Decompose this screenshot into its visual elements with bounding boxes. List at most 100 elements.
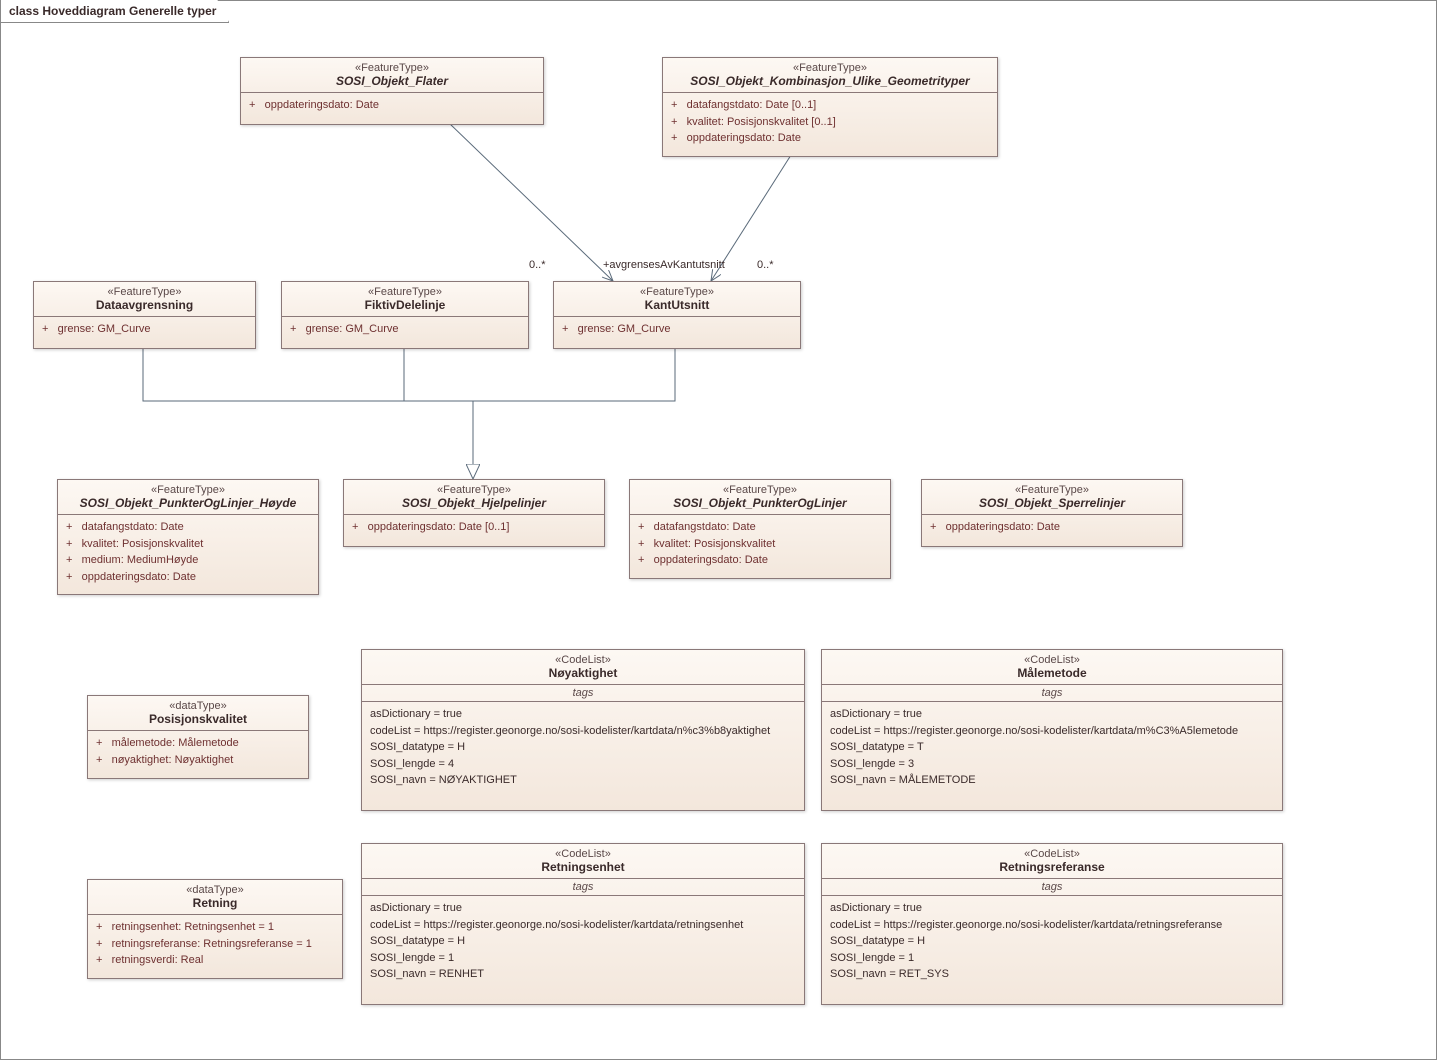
tags-label: tags [822,685,1282,702]
attribute-row: grense: GM_Curve [562,321,792,338]
tags-list: asDictionary = truecodeList = https://re… [822,896,1282,987]
tag-row: SOSI_datatype = H [370,739,796,756]
tag-row: SOSI_datatype = H [830,933,1274,950]
attribute-row: kvalitet: Posisjonskvalitet [0..1] [671,114,989,131]
tag-row: codeList = https://register.geonorge.no/… [370,723,796,740]
class-header: «FeatureType»KantUtsnitt [554,282,800,317]
class-header: «CodeList»Nøyaktighet [362,650,804,685]
class-fiktiv[interactable]: «FeatureType»FiktivDelelinje grense: GM_C… [281,281,529,349]
tag-row: codeList = https://register.geonorge.no/… [370,917,796,934]
attribute-row: medium: MediumHøyde [66,552,310,569]
class-name: SOSI_Objekt_Sperrelinjer [928,496,1176,510]
stereotype: «FeatureType» [64,484,312,496]
stereotype: «FeatureType» [350,484,598,496]
attributes: oppdateringsdato: Date [922,515,1182,540]
tag-row: SOSI_navn = RET_SYS [830,966,1274,983]
diagram-frame: class Hoveddiagram Generelle typer +avgr… [0,0,1437,1060]
class-name: SOSI_Objekt_PunkterOgLinjer [636,496,884,510]
attributes: datafangstdato: Date [0..1]kvalitet: Pos… [663,93,997,151]
tag-row: SOSI_lengde = 1 [830,950,1274,967]
tag-row: SOSI_navn = NØYAKTIGHET [370,772,796,789]
class-name: Posisjonskvalitet [94,712,302,726]
stereotype: «FeatureType» [288,286,522,298]
class-header: «FeatureType»SOSI_Objekt_Sperrelinjer [922,480,1182,515]
attribute-row: datafangstdato: Date [66,519,310,536]
attributes: grense: GM_Curve [282,317,528,342]
tags-label: tags [822,879,1282,896]
attribute-row: retningsverdi: Real [96,952,334,969]
class-header: «dataType»Posisjonskvalitet [88,696,308,731]
class-kant[interactable]: «FeatureType»KantUtsnitt grense: GM_Curve [553,281,801,349]
attribute-row: målemetode: Målemetode [96,735,300,752]
class-name: Retning [94,896,336,910]
class-header: «FeatureType»SOSI_Objekt_Hjelpelinjer [344,480,604,515]
stereotype: «FeatureType» [560,286,794,298]
tags-label: tags [362,685,804,702]
tag-row: asDictionary = true [370,900,796,917]
stereotype: «CodeList» [368,654,798,666]
class-header: «FeatureType»SOSI_Objekt_PunkterOgLinjer [630,480,890,515]
tags-list: asDictionary = truecodeList = https://re… [822,702,1282,793]
class-name: SOSI_Objekt_Hjelpelinjer [350,496,598,510]
attribute-row: retningsenhet: Retningsenhet = 1 [96,919,334,936]
stereotype: «CodeList» [828,848,1276,860]
class-header: «FeatureType»Dataavgrensning [34,282,255,317]
class-hjelpe[interactable]: «FeatureType»SOSI_Objekt_Hjelpelinjeropp… [343,479,605,547]
class-name: Retningsenhet [368,860,798,874]
stereotype: «FeatureType» [247,62,537,74]
tag-row: SOSI_lengde = 3 [830,756,1274,773]
class-header: «FeatureType»FiktivDelelinje [282,282,528,317]
assoc-name: +avgrensesAvKantutsnitt [603,259,725,271]
attribute-row: oppdateringsdato: Date [671,130,989,147]
class-retnref[interactable]: «CodeList»RetningsreferansetagsasDiction… [821,843,1283,1005]
attribute-row: oppdateringsdato: Date [930,519,1174,536]
attribute-row: kvalitet: Posisjonskvalitet [66,536,310,553]
stereotype: «dataType» [94,700,302,712]
class-noyaktighet[interactable]: «CodeList»NøyaktighettagsasDictionary = … [361,649,805,811]
tag-row: asDictionary = true [370,706,796,723]
class-sperre[interactable]: «FeatureType»SOSI_Objekt_Sperrelinjeropp… [921,479,1183,547]
tag-row: asDictionary = true [830,706,1274,723]
class-header: «FeatureType»SOSI_Objekt_Kombinasjon_Uli… [663,58,997,93]
class-flater[interactable]: «FeatureType»SOSI_Objekt_Flater oppdateri… [240,57,544,125]
class-poskval[interactable]: «dataType»Posisjonskvalitetmålemetode: M… [87,695,309,779]
class-header: «CodeList»Retningsreferanse [822,844,1282,879]
class-header: «CodeList»Retningsenhet [362,844,804,879]
attributes: grense: GM_Curve [554,317,800,342]
tag-row: SOSI_datatype = T [830,739,1274,756]
tags-list: asDictionary = truecodeList = https://re… [362,896,804,987]
stereotype: «dataType» [94,884,336,896]
tag-row: codeList = https://register.geonorge.no/… [830,917,1274,934]
tag-row: asDictionary = true [830,900,1274,917]
class-dataavg[interactable]: «FeatureType»Dataavgrensning grense: GM_C… [33,281,256,349]
mult-right: 0..* [757,259,774,271]
attribute-row: nøyaktighet: Nøyaktighet [96,752,300,769]
class-retnenhet[interactable]: «CodeList»RetningsenhettagsasDictionary … [361,843,805,1005]
class-name: Retningsreferanse [828,860,1276,874]
attributes: oppdateringsdato: Date [241,93,543,118]
class-name: KantUtsnitt [560,298,794,312]
tags-list: asDictionary = truecodeList = https://re… [362,702,804,793]
class-header: «FeatureType»SOSI_Objekt_PunkterOgLinjer… [58,480,318,515]
attribute-row: oppdateringsdato: Date [638,552,882,569]
class-punktlinje[interactable]: «FeatureType»SOSI_Objekt_PunkterOgLinjer… [629,479,891,579]
class-kombo[interactable]: «FeatureType»SOSI_Objekt_Kombinasjon_Uli… [662,57,998,157]
class-name: Dataavgrensning [40,298,249,312]
tag-row: SOSI_lengde = 1 [370,950,796,967]
attributes: datafangstdato: Datekvalitet: Posisjonsk… [630,515,890,573]
class-name: SOSI_Objekt_Flater [247,74,537,88]
attributes: datafangstdato: Datekvalitet: Posisjonsk… [58,515,318,589]
attribute-row: grense: GM_Curve [290,321,520,338]
attribute-row: oppdateringsdato: Date [249,97,535,114]
class-header: «CodeList»Målemetode [822,650,1282,685]
class-header: «FeatureType»SOSI_Objekt_Flater [241,58,543,93]
tags-label: tags [362,879,804,896]
attributes: målemetode: Målemetodenøyaktighet: Nøyak… [88,731,308,772]
class-name: SOSI_Objekt_Kombinasjon_Ulike_Geometrity… [669,74,991,88]
class-hoyde[interactable]: «FeatureType»SOSI_Objekt_PunkterOgLinjer… [57,479,319,595]
class-malemetode[interactable]: «CodeList»MålemetodetagsasDictionary = t… [821,649,1283,811]
attribute-row: grense: GM_Curve [42,321,247,338]
class-retning[interactable]: «dataType»Retning retningsenhet: Retnings… [87,879,343,979]
class-name: SOSI_Objekt_PunkterOgLinjer_Høyde [64,496,312,510]
tag-row: SOSI_navn = RENHET [370,966,796,983]
